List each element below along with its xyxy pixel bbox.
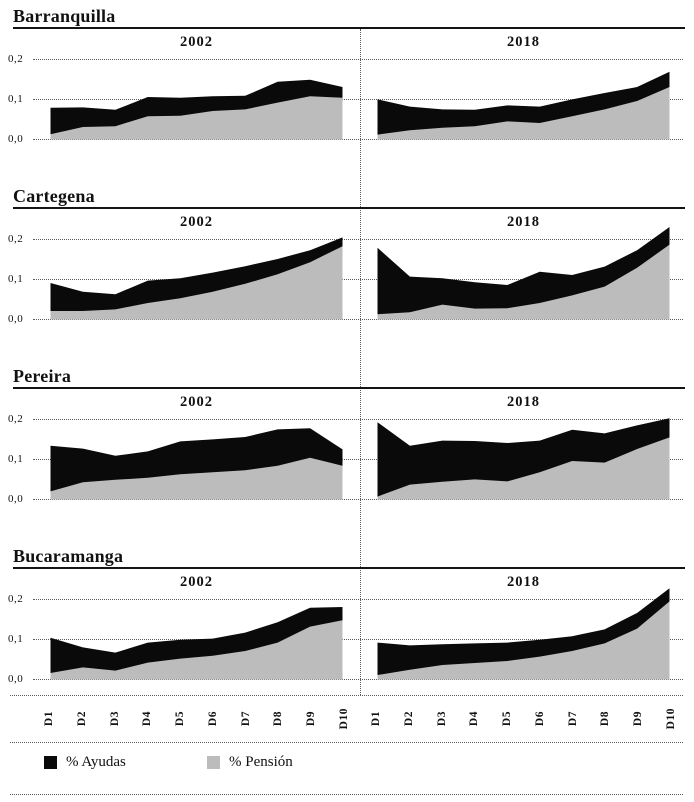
y-tick-label: 0,2: [8, 53, 24, 65]
panel-title-2002: 2002: [180, 574, 213, 590]
chart-row: 0,2 0,1 0,0 2002 2018: [0, 29, 694, 149]
pension-area: [50, 246, 343, 320]
gridline-0-0: [33, 499, 683, 500]
city-section-barranquilla: Barranquilla 0,2 0,1 0,0 2002 2018: [0, 3, 694, 149]
gridline-0-0: [33, 139, 683, 140]
x-axis-label-d10: D10: [337, 707, 350, 730]
x-axis-label-d7: D7: [239, 710, 252, 727]
panel-title-2002: 2002: [180, 214, 213, 230]
chart-row: 0,2 0,1 0,0 2002 2018: [0, 389, 694, 509]
figure-footer: D1 D2 D3 D4 D5 D6 D7 D8 D9 D10 D1 D2 D3 D4 D5 D6 D7 D8 D9…: [0, 695, 694, 795]
panel-title-2002: 2002: [180, 394, 213, 410]
legend-label: % Pensión: [229, 754, 293, 770]
y-tick-label: 0,1: [8, 273, 24, 285]
stacked-area-chart-barranquilla-2018: [377, 71, 670, 140]
legend-item-ayudas: % Ayudas: [44, 755, 126, 770]
chart-row: 0,2 0,1 0,0 2002 2018: [0, 209, 694, 329]
stacked-area-chart-bucaramanga-2002: [50, 607, 343, 680]
y-tick-label: 0,2: [8, 593, 24, 605]
city-title: Bucaramanga: [13, 543, 685, 569]
pension-area: [50, 96, 343, 140]
gridline-0-0: [33, 679, 683, 680]
stacked-area-chart-pereira-2002: [50, 428, 343, 500]
y-tick-label: 0,2: [8, 233, 24, 245]
y-tick-label: 0,0: [8, 133, 24, 145]
panel-title-2002: 2002: [180, 34, 213, 50]
pension-area: [377, 87, 670, 140]
legend-label: % Ayudas: [66, 754, 126, 770]
gridline-0-2: [33, 239, 683, 240]
panel-title-2018: 2018: [507, 394, 540, 410]
stacked-area-chart-pereira-2018: [377, 418, 670, 500]
panel-title-2018: 2018: [507, 34, 540, 50]
stacked-area-chart-barranquilla-2002: [50, 79, 343, 140]
x-axis-label-d4: D4: [141, 710, 154, 727]
gridline-0-2: [33, 59, 683, 60]
x-axis-label-d1: D1: [370, 710, 382, 727]
city-title: Barranquilla: [13, 3, 685, 29]
y-tick-label: 0,0: [8, 493, 24, 505]
x-axis-label-d5: D5: [174, 710, 187, 727]
stacked-area-chart-cartegena-2002: [50, 237, 343, 320]
x-axis-label-d8: D8: [272, 710, 285, 727]
legend-item-pension: % Pensión: [207, 755, 293, 770]
x-axis-label-d2: D2: [75, 710, 88, 727]
gridline-0-2: [33, 419, 683, 420]
x-axis-labels-left-panel: D1 D2 D3 D4 D5 D6 D7 D8 D9 D10: [43, 696, 350, 741]
ayudas-swatch-icon: [44, 756, 57, 769]
city-title: Pereira: [13, 363, 685, 389]
x-axis-label-d7: D7: [566, 710, 579, 727]
x-axis-label-d9: D9: [305, 710, 318, 727]
gridline-0-2: [33, 599, 683, 600]
x-axis-label-d2: D2: [402, 710, 415, 727]
gridline-0-1: [33, 279, 683, 280]
city-section-cartegena: Cartegena 0,2 0,1 0,0 2002 2018: [0, 183, 694, 329]
x-axis-label-d6: D6: [206, 710, 219, 727]
x-axis-label-d9: D9: [632, 710, 645, 727]
y-tick-label: 0,0: [8, 673, 24, 685]
y-tick-label: 0,0: [8, 313, 24, 325]
gridline-0-1: [33, 459, 683, 460]
pension-area: [377, 601, 670, 680]
x-axis-label-d6: D6: [533, 710, 546, 727]
legend: % Ayudas % Pensión: [0, 743, 694, 794]
panel-divider-dotted-line: [360, 29, 361, 695]
y-tick-label: 0,1: [8, 633, 24, 645]
pension-area: [377, 244, 670, 320]
x-axis-label-d10: D10: [664, 707, 677, 730]
pension-area: [50, 620, 343, 680]
y-tick-label: 0,1: [8, 93, 24, 105]
city-title: Cartegena: [13, 183, 685, 209]
footer-dotted-rule-top: [10, 695, 683, 696]
x-axis-label-d3: D3: [435, 710, 448, 727]
y-tick-label: 0,1: [8, 453, 24, 465]
x-axis-label-d1: D1: [43, 710, 55, 727]
footer-dotted-rule-middle: [10, 742, 683, 743]
chart-row: 0,2 0,1 0,0 2002 2018: [0, 569, 694, 689]
stacked-area-chart-cartegena-2018: [377, 227, 670, 320]
footer-dotted-rule-bottom: [10, 794, 683, 795]
gridline-0-1: [33, 639, 683, 640]
x-axis-label-d8: D8: [599, 710, 612, 727]
pension-area: [50, 457, 343, 500]
x-axis-label-d3: D3: [108, 710, 121, 727]
x-axis-label-d5: D5: [501, 710, 514, 727]
stacked-area-chart-bucaramanga-2018: [377, 588, 670, 680]
city-section-bucaramanga: Bucaramanga 0,2 0,1 0,0 2002 2018: [0, 543, 694, 689]
x-axis-label-d4: D4: [468, 710, 481, 727]
x-axis-labels-right-panel: D1 D2 D3 D4 D5 D6 D7 D8 D9 D10: [370, 696, 677, 741]
city-section-pereira: Pereira 0,2 0,1 0,0 2002 2018: [0, 363, 694, 509]
gridline-0-1: [33, 99, 683, 100]
pension-swatch-icon: [207, 756, 220, 769]
y-tick-label: 0,2: [8, 413, 24, 425]
panel-title-2018: 2018: [507, 214, 540, 230]
gridline-0-0: [33, 319, 683, 320]
pension-area: [377, 437, 670, 500]
panel-title-2018: 2018: [507, 574, 540, 590]
